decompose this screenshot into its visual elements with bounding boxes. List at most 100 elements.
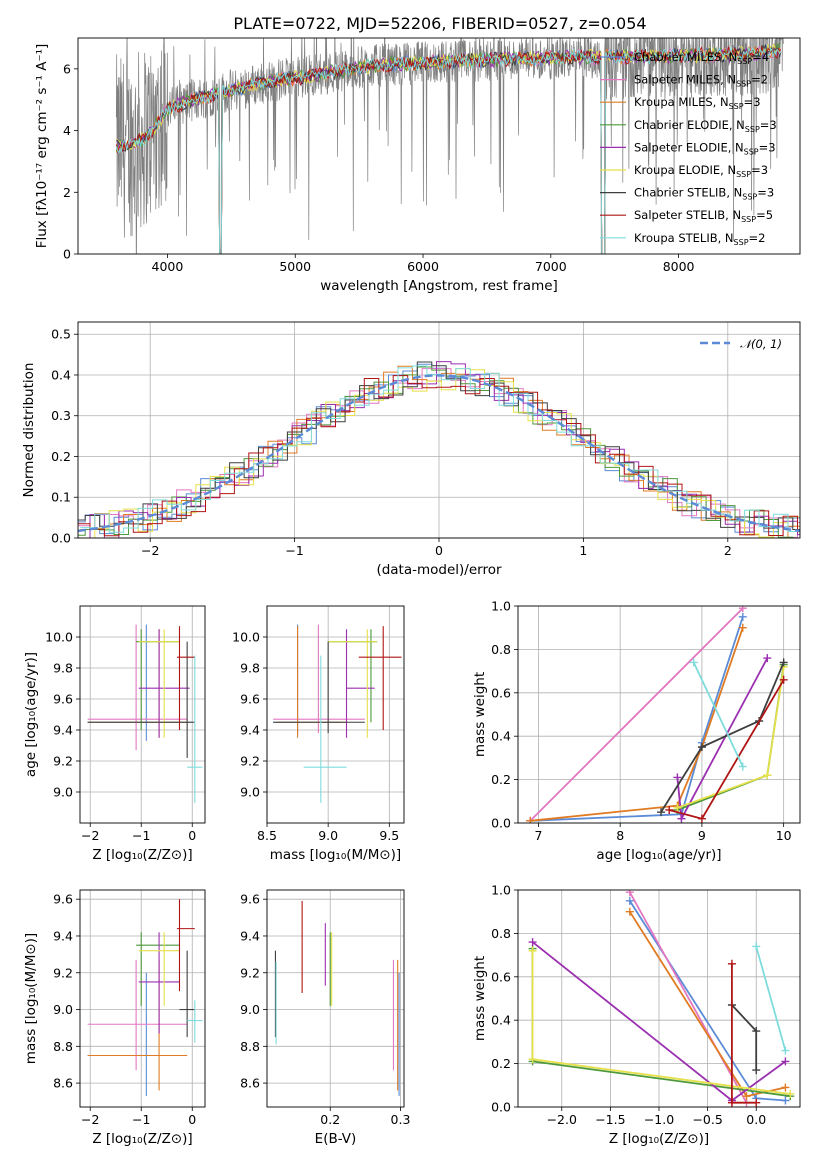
plot-area bbox=[528, 890, 795, 1107]
axes-frame bbox=[517, 889, 801, 1108]
legend-series-name: Salpeter ELODIE bbox=[634, 140, 728, 154]
y-tick-label: 9.2 bbox=[53, 754, 73, 769]
weight-marker bbox=[727, 959, 736, 968]
y-tick-label: 9.2 bbox=[53, 965, 73, 980]
y-axis-label: mass weight bbox=[472, 672, 488, 757]
y-tick-label: 9.6 bbox=[53, 892, 73, 907]
legend-series-name: Salpeter STELIB bbox=[634, 208, 725, 222]
legend-nssp-subscript: SSP bbox=[734, 238, 749, 247]
residual-histogram-5 bbox=[80, 368, 800, 538]
weight-marker bbox=[697, 814, 706, 823]
legend-nssp-prefix: , N bbox=[721, 50, 737, 64]
weight-line-6 bbox=[660, 662, 785, 813]
y-tick-label: 9.0 bbox=[240, 1002, 260, 1017]
plot-area bbox=[87, 624, 203, 803]
weight-marker bbox=[528, 938, 537, 947]
weight-marker bbox=[526, 816, 535, 823]
x-tick-label: −1 bbox=[285, 543, 303, 558]
legend-nssp-subscript: SSP bbox=[745, 125, 760, 134]
legend-nssp-equals: = bbox=[760, 118, 770, 132]
axes-frame bbox=[77, 37, 801, 255]
mass-vs-metallicity-panel: −2 −1 0 8.6 8.8 9.0 9.2 9.4 9.6 Z [log₁₀(Z/Z⊙)] ma… bbox=[23, 889, 206, 1147]
x-tick-label: −0.5 bbox=[692, 1112, 722, 1127]
y-tick-label: 9.8 bbox=[53, 661, 73, 676]
legend-nssp-value: 5 bbox=[766, 208, 773, 222]
legend-nssp-equals: = bbox=[751, 73, 761, 87]
x-axis-label: wavelength [Angstrom, rest frame] bbox=[320, 278, 558, 294]
y-tick-label: 0.8 bbox=[491, 926, 511, 941]
axes-frame bbox=[517, 605, 801, 824]
model-spectrum-8 bbox=[115, 46, 782, 254]
y-tick-label: 1.0 bbox=[491, 883, 511, 898]
legend-nssp-subscript: SSP bbox=[729, 102, 744, 111]
axes-frame bbox=[77, 321, 801, 539]
x-tick-label: −2 bbox=[141, 543, 159, 558]
y-tick-label: 9.4 bbox=[53, 723, 73, 738]
residual-histogram-8 bbox=[80, 365, 800, 533]
weight-marker bbox=[625, 907, 634, 916]
x-tick-label: 10 bbox=[776, 828, 792, 843]
axes-frame bbox=[266, 889, 405, 1108]
x-tick-label: −1.5 bbox=[595, 1112, 625, 1127]
weight-marker bbox=[763, 771, 772, 780]
weight-marker bbox=[657, 808, 666, 817]
y-tick-label: 9.4 bbox=[240, 723, 260, 738]
y-tick-label: 0.8 bbox=[491, 642, 511, 657]
y-tick-label: 0.4 bbox=[51, 367, 71, 382]
weight-line-5 bbox=[677, 666, 785, 809]
x-tick-label: 1 bbox=[579, 543, 587, 558]
legend-series-name: Kroupa STELIB bbox=[634, 231, 718, 245]
weight-marker bbox=[742, 1092, 751, 1101]
plot-area bbox=[78, 361, 800, 538]
weight-marker bbox=[781, 1046, 790, 1055]
x-tick-label: 7 bbox=[534, 828, 542, 843]
y-tick-label: 0.5 bbox=[51, 327, 71, 342]
y-tick-label: 8.6 bbox=[53, 1076, 73, 1091]
legend-entry: Chabrier STELIB, NSSP=3 bbox=[634, 186, 774, 202]
x-tick-label: −1 bbox=[132, 1112, 150, 1127]
legend-entry: Salpeter ELODIE, NSSP=3 bbox=[634, 140, 776, 156]
legend-nssp-subscript: SSP bbox=[737, 57, 752, 66]
x-tick-label: 9 bbox=[698, 828, 706, 843]
x-tick-label: 0 bbox=[435, 543, 443, 558]
x-axis-label: mass [log₁₀(M/M⊙)] bbox=[270, 847, 401, 863]
plot-area bbox=[274, 901, 400, 1096]
legend-nssp-equals: = bbox=[749, 231, 759, 245]
weight-marker bbox=[738, 762, 747, 771]
y-axis-label: age [log₁₀(age/yr)] bbox=[23, 652, 39, 777]
residual-histogram-6 bbox=[78, 361, 800, 530]
legend-nssp-prefix: , N bbox=[720, 73, 736, 87]
x-tick-label: −1.0 bbox=[644, 1112, 674, 1127]
weight-line-1 bbox=[529, 607, 744, 822]
plot-area bbox=[87, 899, 203, 1096]
y-axis-label: Flux [fλ10⁻¹⁷ erg cm⁻² s⁻¹ A⁻¹] bbox=[34, 44, 50, 249]
y-tick-label: 0.2 bbox=[491, 1056, 511, 1071]
plot-area bbox=[273, 624, 402, 803]
legend-nssp-value: 3 bbox=[769, 118, 776, 132]
legend-nssp-subscript: SSP bbox=[742, 193, 757, 202]
y-tick-label: 8.6 bbox=[240, 1076, 260, 1091]
age-vs-metallicity-panel: −2 −1 0 9.0 9.2 9.4 9.6 9.8 10.0 Z [log₁₀(Z/Z⊙)] a… bbox=[23, 605, 206, 863]
age-vs-mass-panel: 8.5 9.0 9.5 9.0 9.2 9.4 9.6 9.8 10.0 mass [log₁₀(… bbox=[232, 605, 405, 863]
y-axis-label: Normed distribution bbox=[21, 363, 37, 498]
weight-marker bbox=[781, 1057, 790, 1066]
y-tick-label: 0.0 bbox=[491, 816, 511, 831]
y-tick-label: 0 bbox=[63, 247, 71, 262]
x-axis-label: Z [log₁₀(Z/Z⊙)] bbox=[609, 1131, 709, 1147]
axes-frame bbox=[79, 605, 206, 824]
plot-area bbox=[526, 606, 788, 823]
legend-nssp-value: 3 bbox=[767, 186, 774, 200]
x-tick-label: −2 bbox=[81, 1112, 99, 1127]
weight-marker bbox=[673, 803, 682, 812]
weight-marker bbox=[781, 1096, 790, 1105]
legend-entry: Chabrier MILES, NSSP=4 bbox=[634, 50, 769, 66]
weight-marker bbox=[738, 623, 747, 632]
legend-nssp-equals: = bbox=[751, 163, 761, 177]
spectrum-panel: 4000 5000 6000 7000 8000 0 2 4 6 wavelength [Angs… bbox=[34, 37, 801, 294]
x-tick-label: 8.5 bbox=[257, 828, 277, 843]
weight-marker bbox=[779, 675, 788, 684]
legend-nssp-equals: = bbox=[759, 140, 769, 154]
y-tick-label: 1.0 bbox=[491, 599, 511, 614]
x-tick-label: 0 bbox=[188, 1112, 196, 1127]
